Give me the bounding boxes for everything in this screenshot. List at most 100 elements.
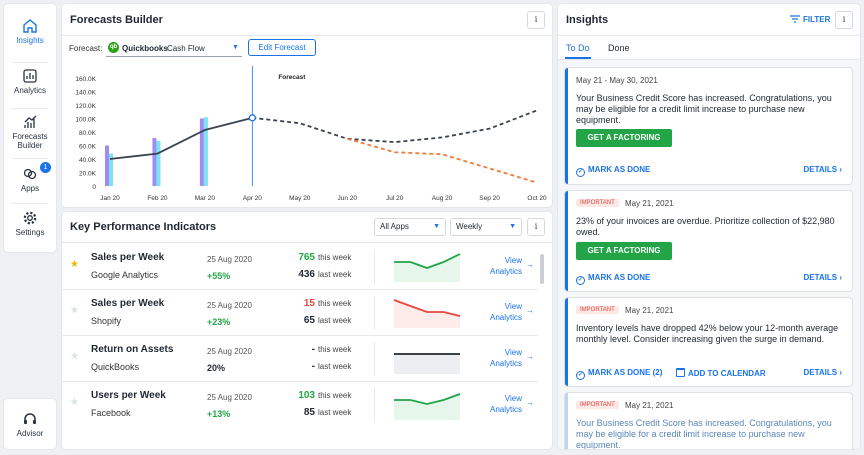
- details-button[interactable]: DETAILS ›: [803, 368, 842, 377]
- mark-as-done-button[interactable]: ✓ MARK AS DONE: [576, 273, 650, 285]
- details-button[interactable]: DETAILS ›: [803, 165, 842, 174]
- get-factoring-button[interactable]: GET A FACTORING: [576, 129, 672, 147]
- sidebar-item-analytics[interactable]: Analytics: [4, 68, 56, 95]
- sidebar-item-advisor[interactable]: Advisor: [4, 411, 56, 438]
- y-tick-label: 120.0K: [75, 103, 96, 110]
- sparkline-area: [394, 300, 460, 328]
- kpi-source: Google Analytics: [91, 270, 159, 280]
- sidebar-item-forecasts-builder[interactable]: Forecasts Builder: [4, 114, 56, 150]
- this-week-label: this week: [318, 299, 352, 308]
- apps-badge: 1: [40, 162, 51, 173]
- kpi-date: 25 Aug 2020: [207, 347, 252, 356]
- kpi-current-value: 765: [298, 252, 315, 263]
- kpi-sparkline: [393, 299, 461, 328]
- filter-button[interactable]: FILTER: [790, 15, 830, 24]
- gear-icon: [23, 211, 37, 225]
- headset-icon: [24, 413, 36, 424]
- chart-bar: [156, 140, 161, 186]
- forecast-label: Forecast:: [69, 44, 103, 53]
- kpi-source: Facebook: [91, 408, 131, 418]
- view-analytics-link[interactable]: View Analytics: [489, 256, 522, 276]
- tab-done[interactable]: Done: [608, 43, 630, 53]
- x-tick-label: Apr 20: [243, 195, 263, 202]
- arrow-right-icon[interactable]: →: [526, 398, 534, 407]
- kpi-date: 25 Aug 2020: [207, 393, 252, 402]
- this-week-label: this week: [318, 391, 352, 400]
- kpi-current-value: 103: [298, 390, 315, 401]
- star-icon[interactable]: ★: [70, 305, 79, 316]
- kpi-panel: Key Performance Indicators All Apps ▼ Wee…: [62, 212, 552, 449]
- forecasts-info-button[interactable]: i: [527, 11, 545, 29]
- kpi-source: QuickBooks: [91, 362, 140, 372]
- y-tick-label: 60.0K: [79, 144, 97, 151]
- mark-as-done-button[interactable]: ✓ MARK AS DONE (2): [576, 368, 662, 380]
- insights-title: Insights: [566, 14, 609, 26]
- chevron-right-icon: ›: [839, 165, 842, 174]
- x-tick-label: Oct 20: [527, 195, 547, 202]
- get-factoring-button[interactable]: GET A FACTORING: [576, 242, 672, 260]
- important-badge: IMPORTANT: [576, 199, 619, 207]
- series-line: [252, 109, 538, 144]
- sidebar-advisor-panel: Advisor: [4, 399, 56, 449]
- sidebar-item-label: Analytics: [13, 86, 46, 95]
- chart-bar: [203, 117, 208, 186]
- insight-message: Inventory levels have dropped 42% below …: [576, 323, 839, 344]
- period-filter-value: Weekly: [456, 222, 483, 231]
- mark-as-done-button[interactable]: ✓ MARK AS DONE: [576, 165, 650, 177]
- apps-icon: [23, 168, 37, 180]
- mark-as-done-label: MARK AS DONE (2): [588, 368, 663, 377]
- x-tick-label: May 20: [289, 195, 311, 202]
- view-analytics-link[interactable]: View Analytics: [489, 302, 522, 322]
- arrow-right-icon[interactable]: →: [526, 260, 534, 269]
- series-line: [346, 137, 538, 184]
- kpi-previous-value: 85: [303, 407, 315, 418]
- forecast-select[interactable]: Cash Flow: [167, 44, 205, 53]
- view-analytics-link[interactable]: View Analytics: [489, 394, 522, 414]
- last-week-label: last week: [318, 408, 352, 417]
- add-to-calendar-button[interactable]: ADD TO CALENDAR: [676, 368, 766, 378]
- forecast-source: Quickbooks: [122, 44, 168, 53]
- kpi-sparkline: [394, 353, 460, 374]
- insight-card: May 21 - May 30, 2021 Your Business Cred…: [565, 68, 852, 184]
- kpi-info-button[interactable]: i: [527, 218, 545, 236]
- period-filter-select[interactable]: Weekly ▼: [450, 218, 522, 236]
- star-icon[interactable]: ★: [70, 397, 79, 408]
- y-tick-label: 160.0K: [75, 76, 96, 83]
- chart-bar: [109, 153, 113, 186]
- sidebar-item-apps[interactable]: 1 Apps: [4, 162, 56, 193]
- last-week-label: last week: [318, 316, 352, 325]
- sidebar-item-label: Settings: [15, 228, 45, 237]
- kpi-row: ★ Users per Week Facebook 25 Aug 2020 +13% 10…: [62, 382, 552, 428]
- details-label: DETAILS: [803, 165, 838, 174]
- insight-date: May 21, 2021: [625, 306, 674, 315]
- sparkline-line: [394, 393, 461, 405]
- mark-as-done-label: MARK AS DONE: [588, 165, 651, 174]
- star-icon[interactable]: ★: [70, 259, 79, 270]
- check-circle-icon: ✓: [576, 371, 585, 380]
- star-icon[interactable]: ★: [70, 351, 79, 362]
- kpi-scrollbar[interactable]: [540, 254, 544, 284]
- sidebar-item-insights[interactable]: Insights: [4, 18, 56, 45]
- series-line: [109, 116, 253, 160]
- x-tick-label: Jan 20: [100, 195, 120, 202]
- kpi-current-value: 15: [303, 298, 315, 309]
- arrow-right-icon[interactable]: →: [526, 352, 534, 361]
- apps-filter-select[interactable]: All Apps ▼: [374, 218, 446, 236]
- this-week-label: this week: [318, 345, 352, 354]
- arrow-right-icon[interactable]: →: [526, 306, 534, 315]
- tab-to-do[interactable]: To Do: [566, 43, 590, 53]
- view-analytics-link[interactable]: View Analytics: [489, 348, 522, 368]
- kpi-previous-value: -: [311, 361, 315, 372]
- insights-info-button[interactable]: i: [835, 11, 853, 29]
- kpi-row: ★ Sales per Week Shopify 25 Aug 2020 +23% 15 t…: [62, 290, 552, 336]
- y-tick-label: 80.0K: [79, 130, 97, 137]
- chart-bar: [105, 145, 109, 186]
- sidebar-item-settings[interactable]: Settings: [4, 210, 56, 237]
- chart-bar: [152, 138, 157, 186]
- edit-forecast-button[interactable]: Edit Forecast: [248, 39, 316, 56]
- kpi-date: 25 Aug 2020: [207, 301, 252, 310]
- x-tick-label: Jun 20: [337, 195, 357, 202]
- details-button[interactable]: DETAILS ›: [803, 273, 842, 282]
- chevron-down-icon[interactable]: ▼: [232, 44, 239, 51]
- details-label: DETAILS: [803, 368, 838, 377]
